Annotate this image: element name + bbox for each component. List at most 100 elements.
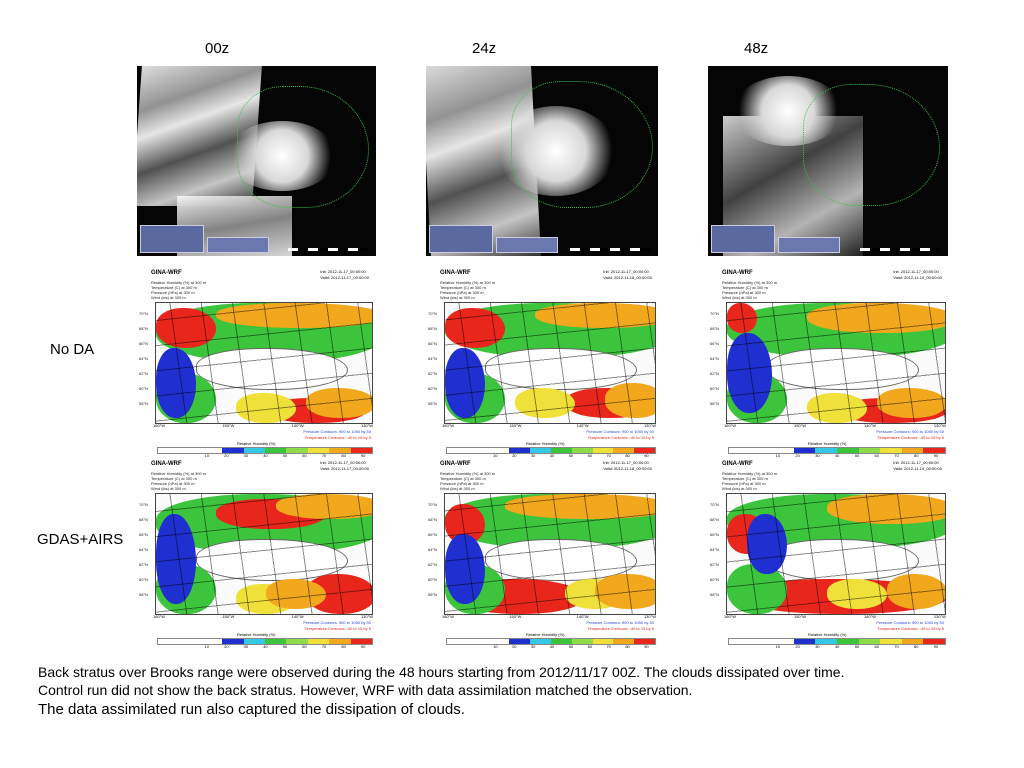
land-area — [196, 348, 348, 390]
lat-label: 66°N — [428, 532, 437, 537]
column-label-00z: 00z — [205, 40, 230, 57]
lon-label: 150°W — [793, 614, 807, 619]
colorbar-swatch — [571, 639, 593, 644]
temperature-contours-label: Temperature Contours: -40 to 15 by 5 — [877, 435, 944, 440]
lat-label: 64°N — [428, 547, 437, 552]
colorbar-tick: 20 — [512, 644, 517, 649]
lat-label: 62°N — [139, 562, 148, 567]
lon-label: 130°W — [933, 423, 946, 428]
map-grid — [727, 494, 945, 614]
lon-label: 150°W — [509, 423, 522, 428]
colorbar-swatch — [179, 448, 201, 453]
colorbar-tick: 10 — [775, 644, 781, 649]
colorbar-tick: 20 — [795, 644, 800, 649]
colorbar-tick: 90 — [933, 644, 939, 649]
latitude-labels: 70°N 68°N 66°N 64°N 62°N 60°N 58°N — [139, 306, 148, 411]
lon-label: 140°W — [576, 614, 589, 619]
humidity-region — [445, 348, 485, 418]
pressure-contours-label: Pressure Contours: 900 to 1050 by 50 — [876, 620, 944, 625]
colorbar-ticks: 10 20 30 40 50 60 70 80 90 — [446, 453, 656, 458]
colorbar-swatch — [550, 639, 572, 644]
colorbar-title: Relative Humidity (%) — [808, 441, 847, 446]
pressure-contours-label: Pressure Contours: 900 to 1050 by 50 — [303, 429, 371, 434]
lon-label: 140°W — [291, 614, 304, 619]
colorbar-swatch — [858, 639, 881, 644]
colorbar-tick: 80 — [914, 644, 919, 649]
colorbar-swatch — [530, 448, 551, 453]
humidity-region — [747, 514, 787, 574]
field-label: Temperature (C) at 300 m — [151, 476, 197, 481]
humidity-region — [445, 534, 485, 604]
wrf-map-gdas-airs-24z: GINA-WRF Init: 2012-11-17_00:00:00 Valid: … — [426, 457, 662, 649]
lat-label: 62°N — [428, 562, 437, 567]
field-label: Pressure (hPa) at 300 m — [722, 481, 766, 486]
longitude-labels: 160°W 150°W 140°W 130°W — [153, 614, 373, 619]
wrf-map-no-da-24z: GINA-WRF Init: 2012-11-17_00:00:00 Valid: … — [426, 266, 662, 458]
run-times: Init: 2012-11-17_00:00:00 Valid: 2012-11-… — [603, 269, 652, 281]
colorbar-swatch — [592, 448, 614, 453]
lon-label: 140°W — [863, 423, 876, 428]
lat-label: 64°N — [428, 356, 437, 361]
field-label: Wind (kts) at 300 m — [440, 486, 475, 491]
lat-label: 60°N — [428, 577, 437, 582]
map-grid — [445, 494, 655, 614]
pressure-contours-label: Pressure Contours: 900 to 1050 by 50 — [876, 429, 944, 434]
colorbar-swatch — [923, 448, 945, 453]
field-label: Relative Humidity (%) at 300 m — [440, 280, 496, 285]
colorbar-ticks: 10 20 30 40 50 60 70 80 90 — [728, 453, 946, 458]
land-area — [196, 539, 348, 581]
pressure-contours-label: Pressure Contours: 900 to 1050 by 50 — [303, 620, 371, 625]
colorbar-tick: 50 — [282, 644, 288, 649]
humidity-region — [827, 579, 887, 609]
row-label-gdas-airs: GDAS+AIRS — [37, 531, 124, 548]
lat-label: 60°N — [428, 386, 437, 391]
caption-line-2: Control run did not show the back stratu… — [38, 682, 693, 698]
lat-label: 66°N — [139, 341, 148, 346]
caption-line-1: Back stratus over Brooks range were obse… — [38, 664, 845, 680]
colorbar-tick: 30 — [530, 453, 536, 458]
run-times: Init: 2012-11-17_00:00:00 Valid: 2012-11-… — [320, 460, 369, 472]
colorbar-swatch — [571, 448, 593, 453]
latitude-labels: 70°N 68°N 66°N 64°N 62°N 60°N 58°N — [428, 497, 437, 602]
lat-label: 66°N — [710, 341, 719, 346]
colorbar — [728, 638, 946, 645]
lat-label: 66°N — [139, 532, 148, 537]
humidity-region — [306, 388, 372, 418]
colorbar-swatch — [901, 448, 924, 453]
caption-line-3: The data assimilated run also captured t… — [38, 701, 465, 718]
colorbar-tick: 90 — [644, 453, 649, 458]
field-label: Pressure (hPa) at 300 m — [151, 481, 195, 486]
lat-label: 62°N — [710, 562, 719, 567]
field-list: Relative Humidity (%) at 300 m Temperatur… — [440, 280, 495, 300]
colorbar-swatch — [179, 639, 201, 644]
longitude-labels: 160°W 150°W 140°W 130°W — [442, 423, 656, 428]
lat-label: 68°N — [428, 517, 437, 522]
colorbar-swatch — [729, 639, 751, 644]
field-label: Relative Humidity (%) at 300 m — [151, 280, 207, 285]
colorbar-swatch — [307, 639, 330, 644]
run-times: Init: 2012-11-17_00:00:00 Valid: 2012-11-… — [893, 460, 942, 472]
lat-label: 60°N — [710, 386, 719, 391]
satellite-image-48z — [708, 66, 948, 256]
colorbar-tick: 80 — [625, 644, 630, 649]
lat-label: 60°N — [139, 386, 148, 391]
wrf-map-gdas-airs-48z: GINA-WRF Init: 2012-11-17_00:00:00 Valid: … — [708, 457, 952, 649]
colorbar-swatch — [350, 639, 373, 644]
map-grid — [156, 494, 372, 614]
humidity-region — [156, 308, 216, 348]
colorbar-tick: 10 — [204, 453, 209, 458]
field-label: Relative Humidity (%) at 300 m — [722, 471, 778, 476]
colorbar-tick: 70 — [894, 453, 899, 458]
colorbar-tick: 60 — [874, 453, 879, 458]
rh-map — [726, 493, 946, 615]
wrf-map-gdas-airs-00z: GINA-WRF Init: 2012-11-17_00:00:00 Valid: … — [137, 457, 379, 649]
model-name: GINA-WRF — [440, 461, 471, 467]
field-list: Relative Humidity (%) at 300 m Temperatur… — [722, 280, 777, 300]
colorbar-swatch — [793, 639, 816, 644]
lon-label: 160°W — [442, 614, 455, 619]
map-grid — [727, 303, 945, 423]
lat-label: 58°N — [428, 592, 437, 597]
lat-label: 58°N — [139, 401, 148, 406]
field-label: Wind (kts) at 300 m — [440, 295, 475, 300]
colorbar-swatch — [530, 639, 551, 644]
